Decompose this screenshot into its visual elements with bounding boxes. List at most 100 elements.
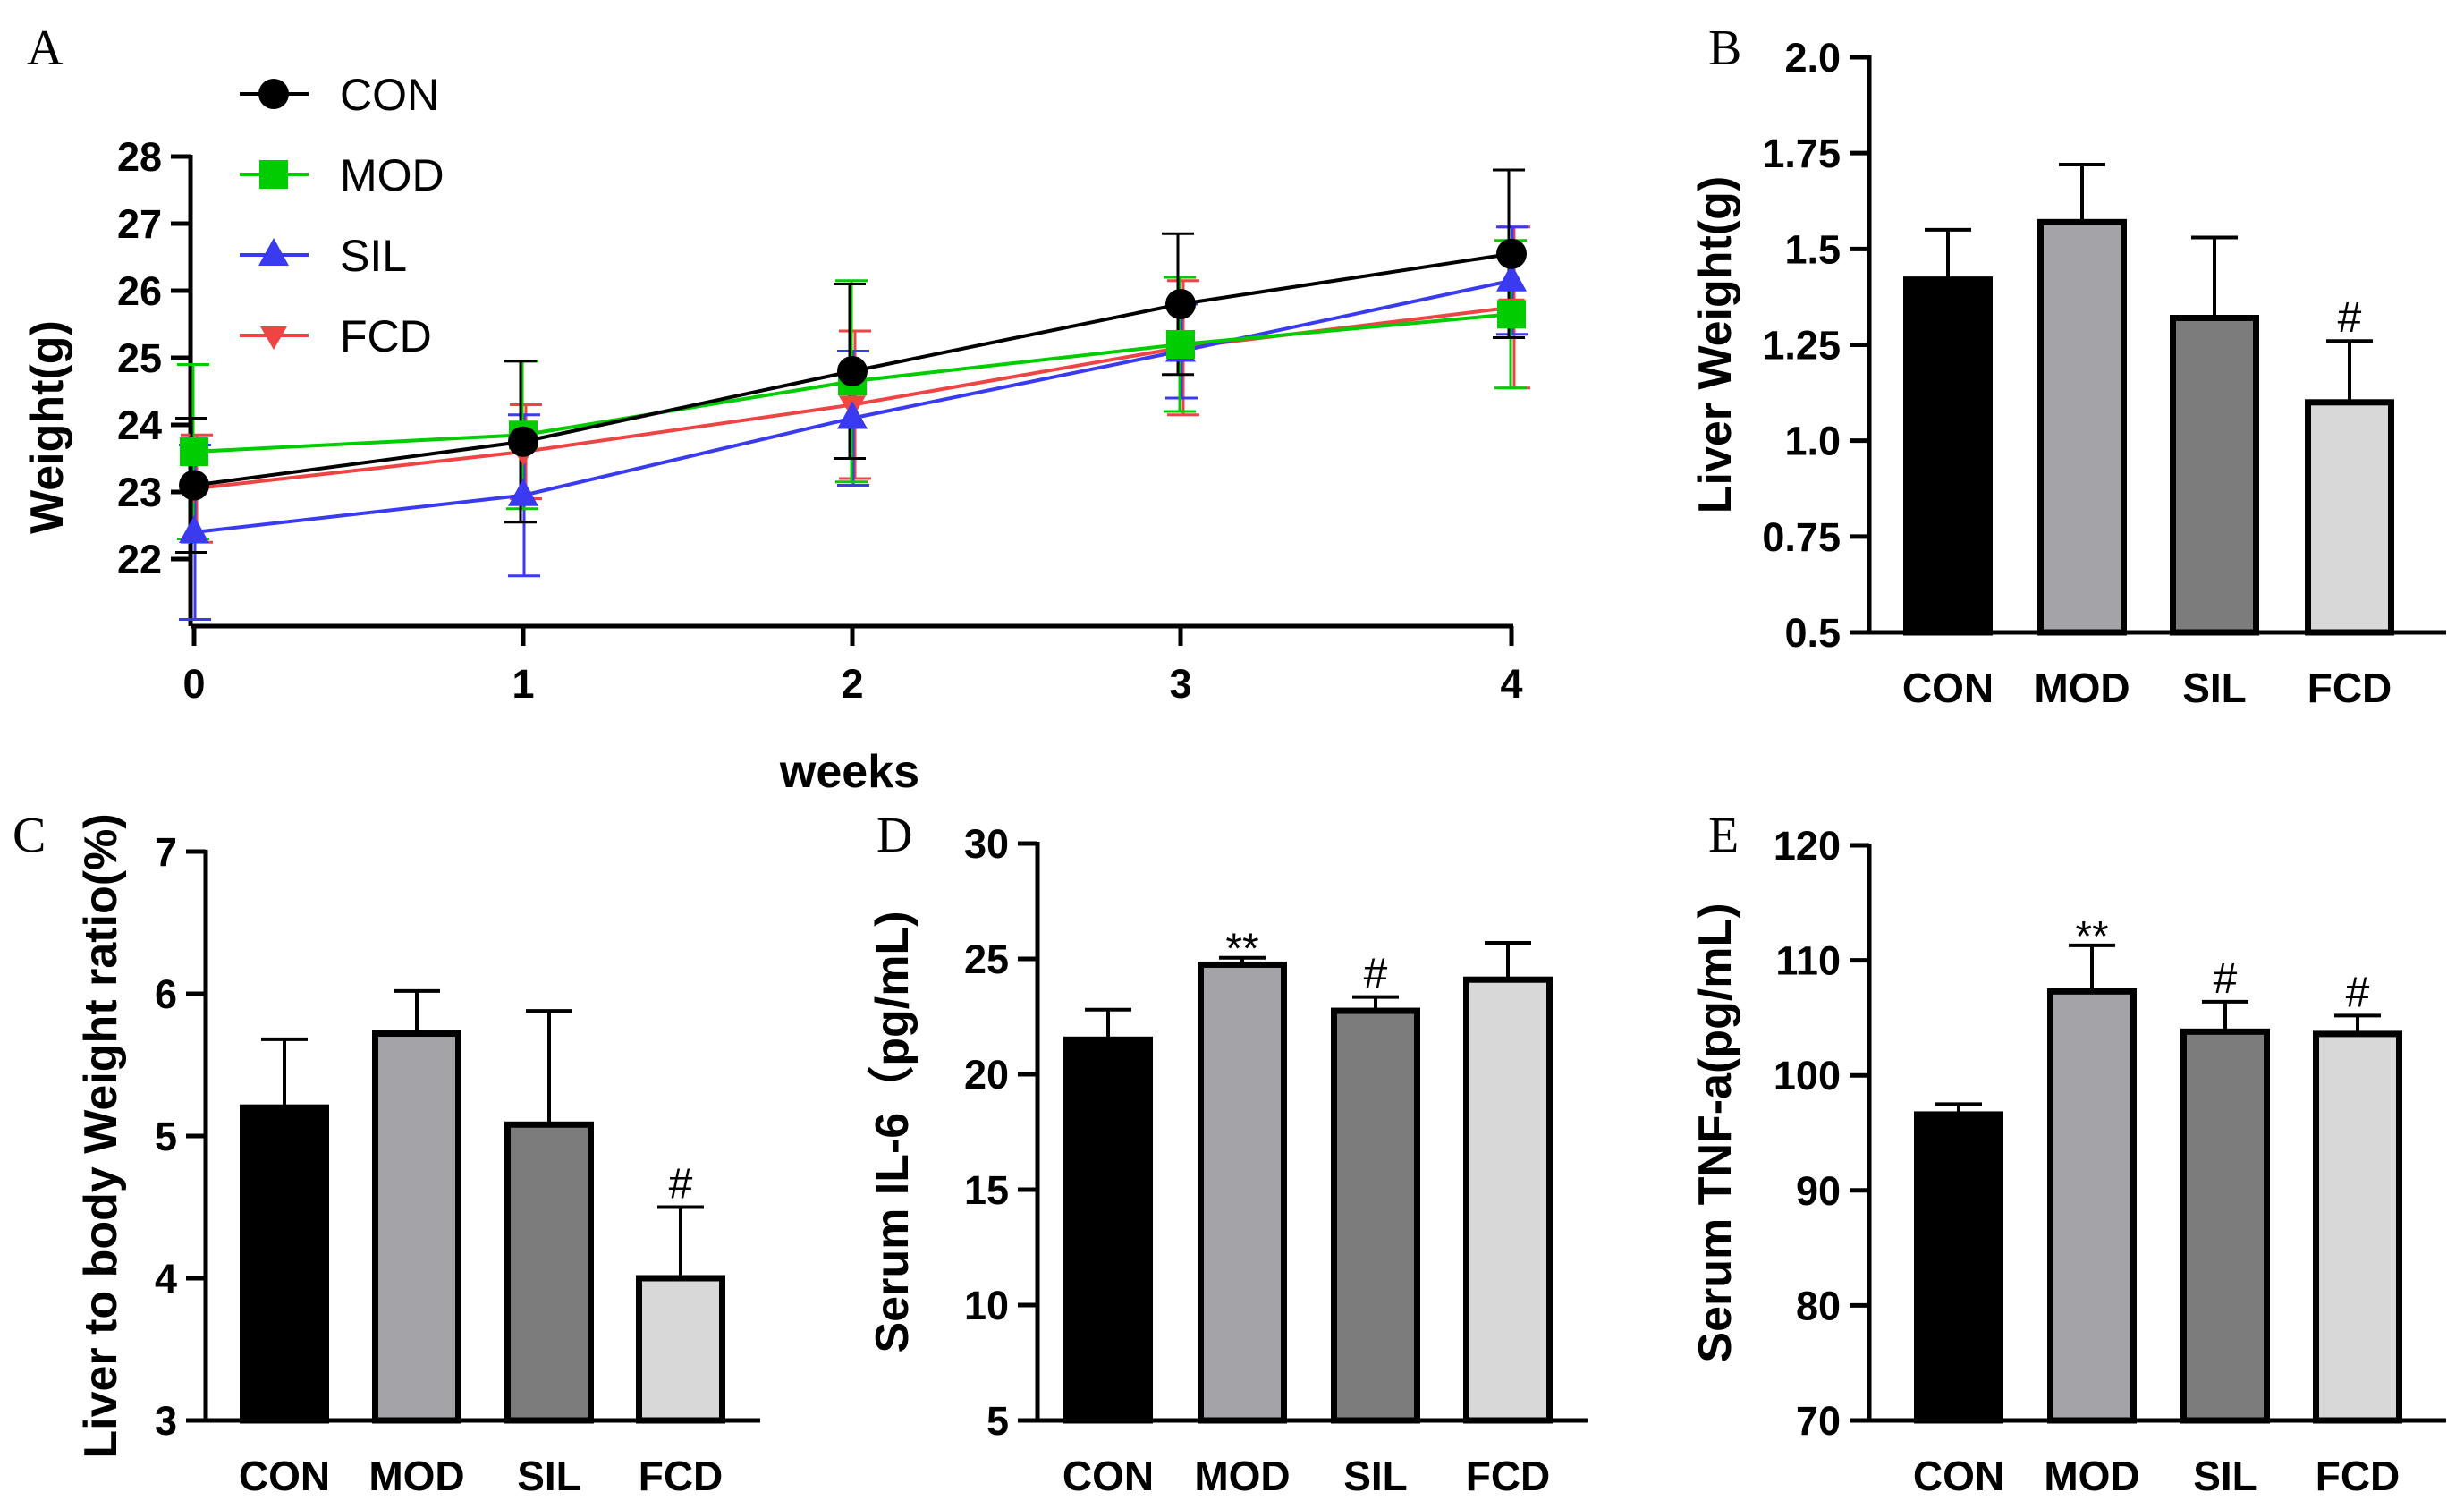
- x-tick-label-mod: MOD: [368, 1453, 464, 1499]
- y-tick-label: 0.5: [1784, 610, 1841, 656]
- significance-marker-mod: **: [1225, 926, 1258, 973]
- x-tick-label-fcd: FCD: [2316, 1453, 2400, 1499]
- panel-d-serum-il6-bar-chart: D 5 10 15 20 25 30 Serum IL-6（pg/mL) CON MOD ** SIL…: [867, 808, 1588, 1499]
- bar-fcd: [2313, 1030, 2402, 1424]
- bar-sil: [2170, 314, 2259, 636]
- panel-letter-d: D: [876, 808, 912, 863]
- x-tick-label-sil: SIL: [517, 1453, 581, 1499]
- bar-sil: [2180, 1028, 2270, 1424]
- legend-item-mod: MOD: [240, 150, 445, 200]
- legend-marker: [259, 160, 288, 189]
- data-point-mod: [180, 437, 208, 466]
- x-tick-label-fcd: FCD: [639, 1453, 724, 1499]
- y-tick-label: 0.75: [1762, 514, 1841, 560]
- legend-item-con: CON: [240, 70, 439, 120]
- panel-letter-e: E: [1708, 808, 1739, 863]
- y-tick-label: 15: [964, 1167, 1009, 1213]
- data-point-con: [837, 356, 868, 386]
- significance-marker-fcd: #: [2346, 969, 2370, 1016]
- x-tick-label-con: CON: [1902, 665, 1994, 711]
- bar-mod: [2037, 218, 2127, 636]
- y-axis-title: Serum IL-6（pg/mL): [867, 911, 919, 1352]
- x-tick-label-con: CON: [239, 1453, 330, 1499]
- data-point-con: [179, 470, 209, 501]
- data-point-sil: [179, 515, 209, 543]
- panel-letter-c: C: [13, 808, 46, 863]
- y-axis-title: Liver Weight(g): [1689, 176, 1741, 513]
- y-tick-label: 7: [155, 829, 177, 875]
- y-tick-label: 2.0: [1784, 35, 1841, 81]
- x-tick-label-fcd: FCD: [1466, 1453, 1551, 1499]
- x-axis-title: weeks: [779, 746, 919, 798]
- bar-fcd: [2305, 399, 2394, 636]
- significance-marker-mod: **: [2075, 913, 2108, 961]
- panel-e-serum-tnfa-bar-chart: E 70 80 90 100 110 120 Serum TNF-a(pg/mL) CON MOD…: [1689, 808, 2446, 1499]
- y-tick-label: 5: [986, 1398, 1009, 1444]
- y-tick-label: 1.0: [1784, 419, 1841, 464]
- y-tick-label: 23: [117, 470, 162, 515]
- legend-label: CON: [340, 70, 439, 120]
- significance-marker-fcd: #: [2338, 294, 2362, 342]
- y-tick-label: 25: [964, 937, 1009, 982]
- data-point-mod: [1497, 300, 1526, 329]
- y-axis-title: Weight(g): [21, 320, 73, 534]
- data-point-sil: [837, 401, 868, 429]
- significance-marker-fcd: #: [669, 1161, 693, 1208]
- bar-sil: [1331, 1007, 1420, 1424]
- bar-con: [1063, 1036, 1153, 1424]
- data-point-con: [1496, 238, 1527, 269]
- x-tick-label-sil: SIL: [2182, 665, 2247, 711]
- x-tick-label-mod: MOD: [2044, 1453, 2139, 1499]
- y-tick-label: 6: [155, 971, 177, 1017]
- y-tick-label: 80: [1796, 1283, 1841, 1328]
- y-tick-label: 22: [117, 537, 162, 582]
- legend-label: SIL: [340, 231, 407, 281]
- y-tick-label: 20: [964, 1052, 1009, 1098]
- data-point-mod: [1166, 330, 1195, 359]
- significance-marker-sil: #: [2214, 955, 2238, 1003]
- y-tick-label: 26: [117, 268, 162, 314]
- legend-label: MOD: [340, 150, 445, 200]
- x-tick-label-con: CON: [1063, 1453, 1154, 1499]
- legend-item-fcd: FCD: [240, 311, 432, 361]
- panel-c-liver-body-ratio-bar-chart: C 3 4 5 6 7 Liver to body Weight ratio(%) CON MO…: [13, 808, 760, 1499]
- y-axis-title: Liver to body Weight ratio(%): [75, 813, 127, 1458]
- x-tick-label-fcd: FCD: [2307, 665, 2392, 711]
- bar-mod: [1198, 961, 1287, 1424]
- y-tick-label: 90: [1796, 1168, 1841, 1214]
- y-tick-label: 24: [117, 403, 162, 448]
- y-tick-label: 4: [155, 1256, 177, 1301]
- x-tick-label: 0: [182, 661, 205, 707]
- y-tick-label: 25: [117, 335, 162, 381]
- x-tick-label: 2: [841, 661, 863, 707]
- x-tick-label: 3: [1169, 661, 1191, 707]
- x-tick-label-sil: SIL: [2193, 1453, 2257, 1499]
- legend-label: FCD: [340, 311, 432, 361]
- y-tick-label: 120: [1774, 823, 1841, 869]
- y-tick-label: 110: [1775, 938, 1841, 984]
- bar-con: [1914, 1111, 2003, 1424]
- x-tick-label-mod: MOD: [2034, 665, 2130, 711]
- y-tick-label: 28: [117, 134, 162, 180]
- bar-mod: [2047, 988, 2137, 1424]
- data-point-con: [1165, 289, 1196, 319]
- x-tick-label-sil: SIL: [1343, 1453, 1408, 1499]
- bar-sil: [504, 1121, 594, 1424]
- x-tick-label: 1: [512, 661, 534, 707]
- bar-mod: [372, 1030, 461, 1424]
- legend: CON MOD SIL FCD: [240, 70, 445, 361]
- y-tick-label: 10: [964, 1283, 1009, 1328]
- legend-marker: [260, 326, 287, 350]
- panel-b-liver-weight-bar-chart: B 0.5 0.75 1.0 1.25 1.5 1.75 2.0 Liver Weight(g)…: [1689, 21, 2446, 711]
- legend-item-sil: SIL: [240, 231, 407, 281]
- y-tick-label: 30: [964, 821, 1009, 867]
- data-point-sil: [508, 478, 538, 506]
- bar-fcd: [1463, 976, 1553, 1424]
- y-tick-label: 5: [155, 1114, 177, 1159]
- x-tick-label-con: CON: [1913, 1453, 2004, 1499]
- y-tick-label: 1.25: [1762, 323, 1841, 369]
- panel-letter-a: A: [27, 21, 64, 76]
- legend-marker: [258, 79, 289, 109]
